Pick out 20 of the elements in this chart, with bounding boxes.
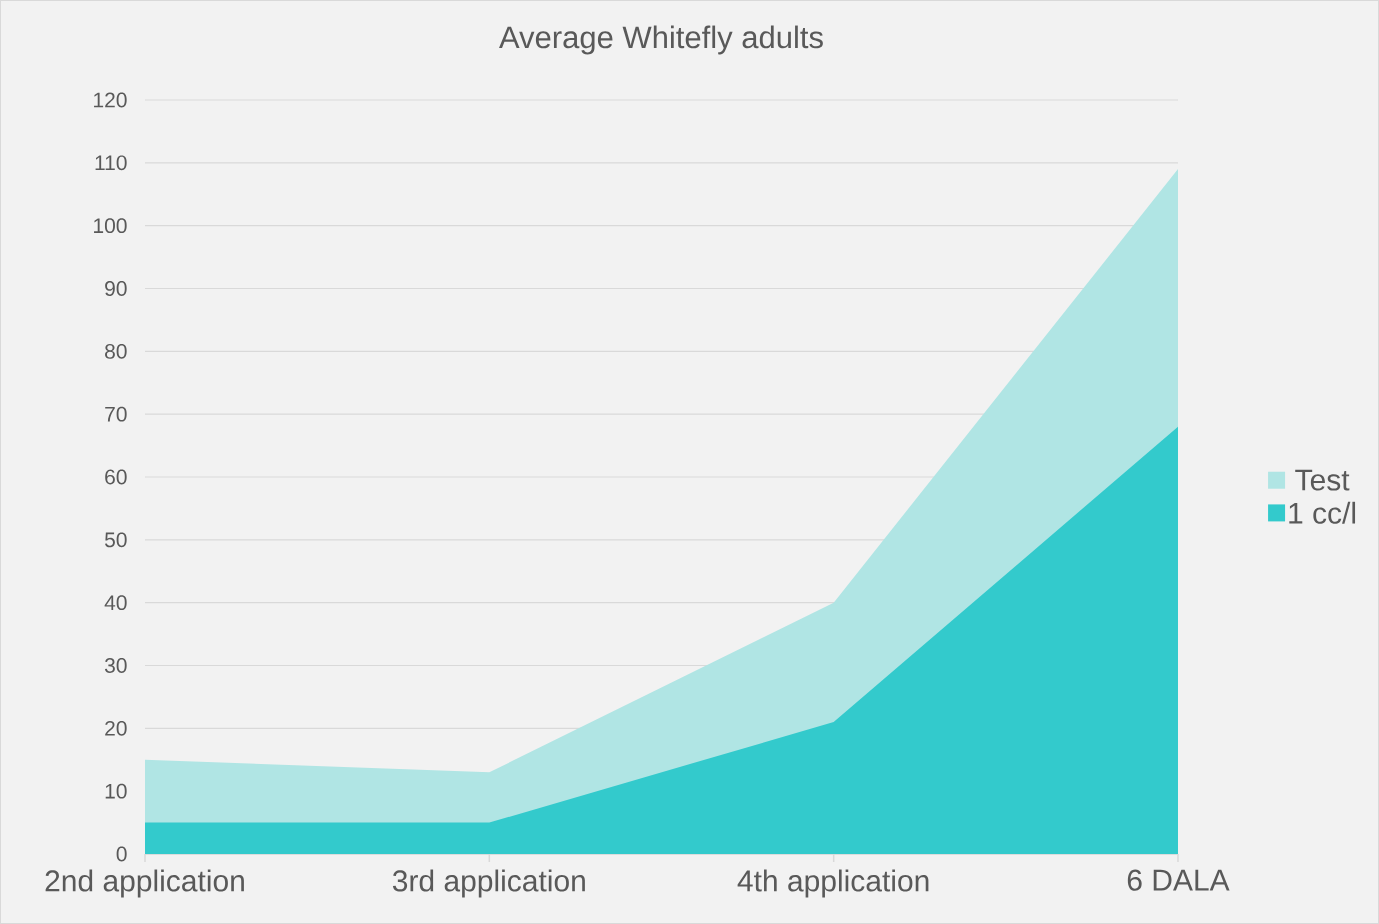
y-tick-label: 30 (104, 658, 127, 673)
y-tick-label: 100 (94, 218, 127, 234)
x-tick-label: 2nd application (45, 869, 244, 898)
legend-label: 1 cc/l (1289, 501, 1356, 524)
y-tick-label: 80 (105, 343, 127, 359)
y-tick-label: 110 (95, 155, 127, 171)
legend-label: Test (1295, 469, 1350, 491)
x-tick-label: 3rd application (392, 869, 585, 898)
y-tick-label: 40 (104, 595, 127, 611)
y-tick-label: 10 (105, 783, 127, 799)
y-tick-label: 90 (105, 281, 127, 296)
y-tick-label: 60 (105, 469, 127, 485)
y-tick-label: 20 (105, 720, 127, 736)
y-tick-label: 50 (104, 532, 127, 548)
y-tick-label: 0 (116, 846, 127, 862)
y-tick-label: 120 (94, 92, 127, 108)
x-tick-label: 6 DALA (1127, 869, 1230, 891)
x-tick-label: 4th application (737, 869, 929, 898)
chart-title: Average Whitefly adults (499, 25, 823, 55)
y-tick-label: 70 (105, 406, 127, 422)
